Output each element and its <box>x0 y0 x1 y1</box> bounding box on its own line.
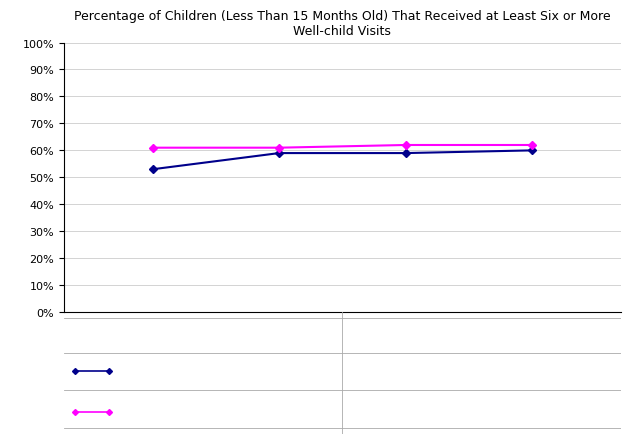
National <box>148 167 156 172</box>
Title: Percentage of Children (Less Than 15 Months Old) That Received at Least Six or M: Percentage of Children (Less Than 15 Mon… <box>74 10 611 38</box>
Line: Utah (Molina): Utah (Molina) <box>150 143 535 151</box>
Line: National: National <box>150 148 535 173</box>
National <box>529 148 536 154</box>
Utah (Molina) <box>402 143 410 148</box>
National <box>402 151 410 156</box>
Utah (Molina) <box>275 146 283 151</box>
Utah (Molina) <box>148 146 156 151</box>
Utah (Molina) <box>529 143 536 148</box>
National <box>275 151 283 156</box>
